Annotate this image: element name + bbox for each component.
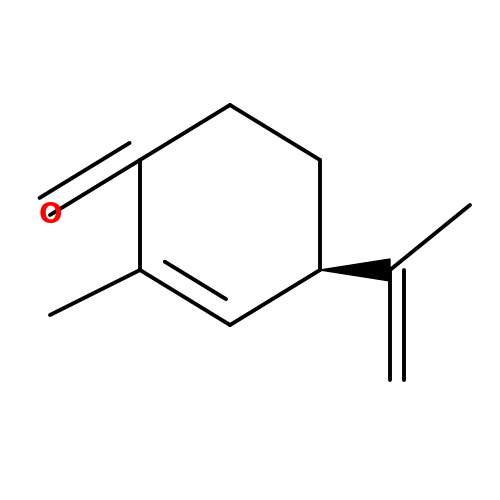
Polygon shape (320, 259, 390, 281)
Text: O: O (38, 201, 62, 229)
